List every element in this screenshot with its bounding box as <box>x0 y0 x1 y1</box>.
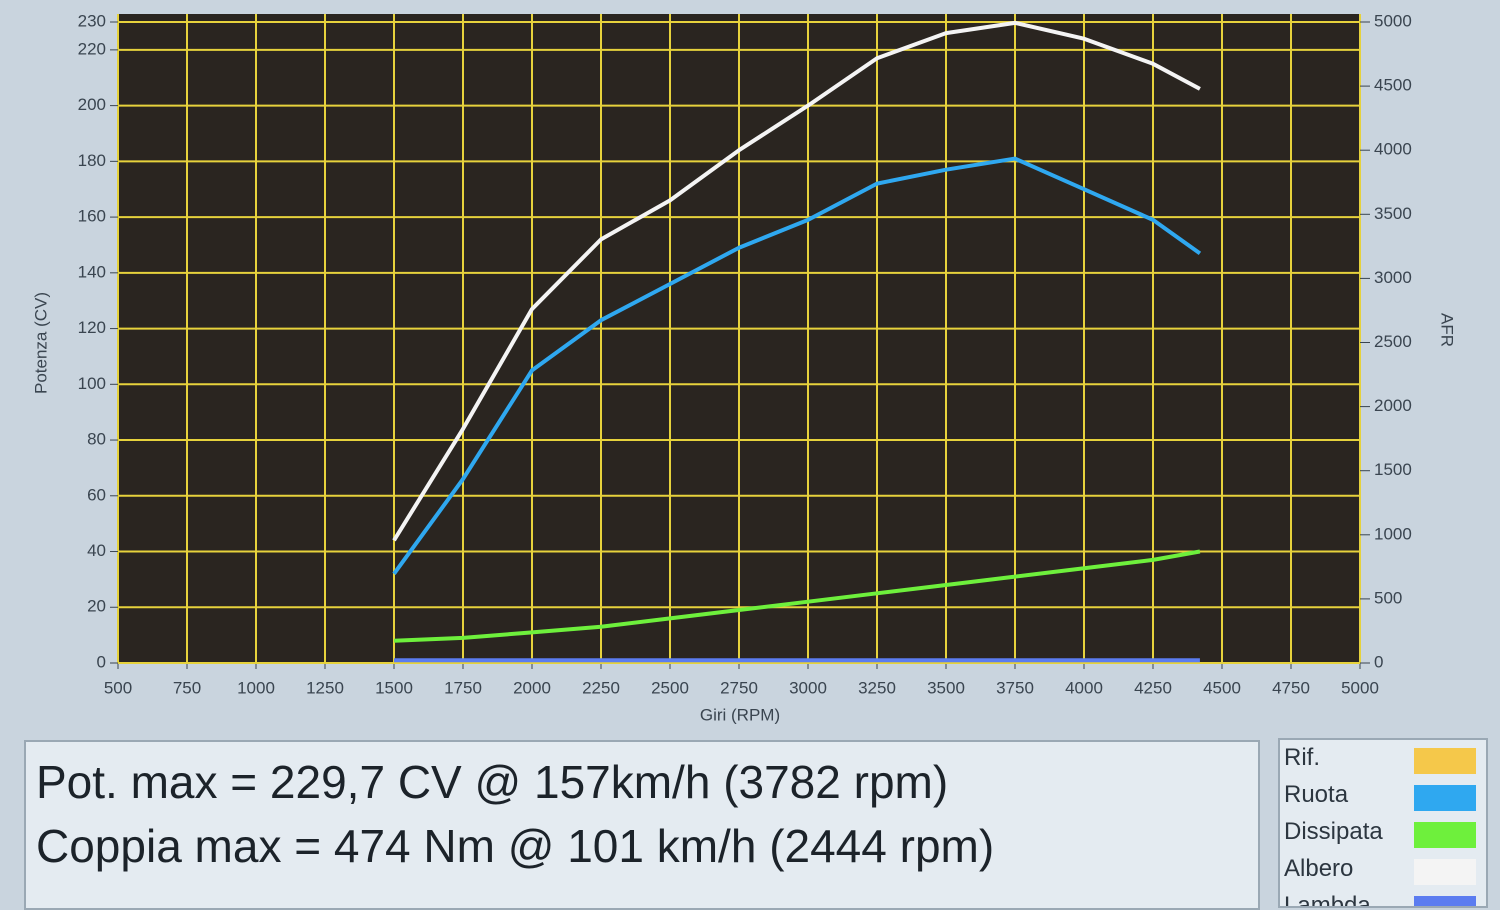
info-line: Pot. max = 229,7 CV @ 157km/h (3782 rpm) <box>36 756 949 808</box>
y-tick-label: 40 <box>87 541 106 560</box>
y2-tick-label: 2500 <box>1374 332 1412 351</box>
x-axis-label: Giri (RPM) <box>700 705 780 724</box>
x-tick-label: 750 <box>173 678 201 697</box>
y2-tick-label: 2000 <box>1374 396 1412 415</box>
series-line <box>393 549 1201 643</box>
y2-tick-label: 5000 <box>1374 11 1412 30</box>
x-tick-label: 4750 <box>1272 678 1310 697</box>
y-tick-label: 140 <box>78 262 106 281</box>
legend-label: Albero <box>1284 855 1354 882</box>
y2-tick-label: 1000 <box>1374 524 1412 543</box>
y2-tick-label: 0 <box>1374 652 1383 671</box>
y2-axis-label: AFR <box>1438 313 1457 347</box>
y2-tick-label: 3000 <box>1374 268 1412 287</box>
legend-swatch <box>1414 896 1476 906</box>
legend-label: Dissipata <box>1284 818 1383 845</box>
x-tick-label: 3500 <box>927 678 965 697</box>
legend-label: Ruota <box>1284 781 1349 808</box>
y-tick-label: 0 <box>97 652 106 671</box>
y2-tick-label: 4500 <box>1374 76 1412 95</box>
x-tick-label: 2500 <box>651 678 689 697</box>
y2-tick-label: 4000 <box>1374 140 1412 159</box>
x-tick-label: 2250 <box>582 678 620 697</box>
info-box: Pot. max = 229,7 CV @ 157km/h (3782 rpm)… <box>24 740 1260 910</box>
x-tick-label: 4250 <box>1134 678 1172 697</box>
x-tick-label: 4500 <box>1203 678 1241 697</box>
x-tick-label: 1000 <box>237 678 275 697</box>
y-tick-label: 80 <box>87 430 106 449</box>
series-line <box>392 156 1202 575</box>
legend: Rif. Ruota Dissipata Albero Lambda <box>1278 738 1488 908</box>
x-tick-label: 1250 <box>306 678 344 697</box>
x-tick-label: 500 <box>104 678 132 697</box>
legend-swatch <box>1414 822 1476 848</box>
y-tick-label: 200 <box>78 95 106 114</box>
x-tick-label: 2750 <box>720 678 758 697</box>
x-tick-label: 2000 <box>513 678 551 697</box>
y-tick-label: 20 <box>87 597 106 616</box>
x-tick-label: 4000 <box>1065 678 1103 697</box>
legend-swatch <box>1414 748 1476 774</box>
y-axis-label: Potenza (CV) <box>31 292 50 394</box>
y-tick-label: 120 <box>78 318 106 337</box>
y2-tick-label: 1500 <box>1374 460 1412 479</box>
x-tick-label: 3250 <box>858 678 896 697</box>
y-tick-label: 180 <box>78 151 106 170</box>
series-line <box>392 20 1201 542</box>
info-line: Coppia max = 474 Nm @ 101 km/h (2444 rpm… <box>36 820 995 872</box>
legend-label: Rif. <box>1284 744 1320 771</box>
legend-swatch <box>1414 859 1476 885</box>
legend-label: Lambda <box>1284 892 1371 908</box>
chart: Potenza (CV) Giri (RPM) AFR 500 750 1000 12… <box>31 11 1457 724</box>
y-tick-label: 230 <box>78 11 106 30</box>
y-tick-label: 100 <box>78 374 106 393</box>
y-tick-label: 160 <box>78 207 106 226</box>
x-tick-label: 1750 <box>444 678 482 697</box>
x-tick-label: 3000 <box>789 678 827 697</box>
x-tick-label: 3750 <box>996 678 1034 697</box>
y-tick-label: 60 <box>87 485 106 504</box>
x-tick-label: 1500 <box>375 678 413 697</box>
legend-swatch <box>1414 785 1476 811</box>
y2-tick-label: 500 <box>1374 588 1402 607</box>
y-tick-label: 220 <box>78 39 106 58</box>
y2-tick-label: 3500 <box>1374 204 1412 223</box>
x-tick-label: 5000 <box>1341 678 1379 697</box>
